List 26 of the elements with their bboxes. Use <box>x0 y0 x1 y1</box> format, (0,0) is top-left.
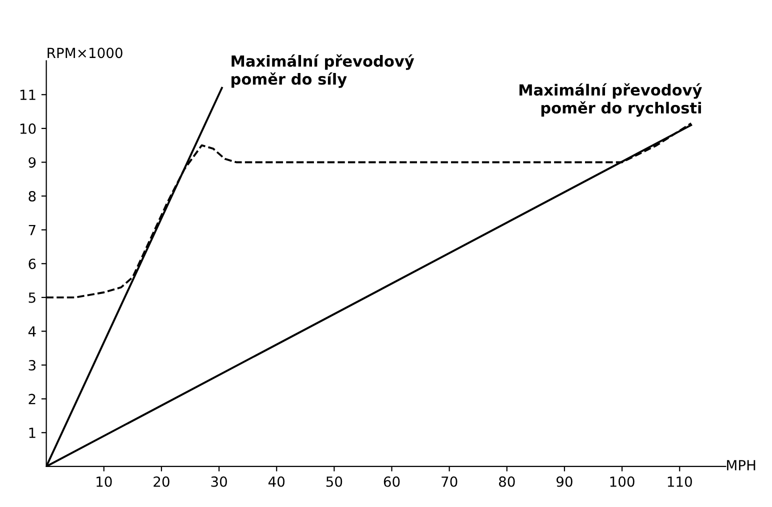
series-label: Maximální převodový poměr do rychlosti <box>520 83 702 117</box>
y-axis-title: RPM×1000 <box>48 48 122 58</box>
x-tick-label: 30 <box>211 476 227 487</box>
y-tick-label: 10 <box>20 123 36 134</box>
y-tick-label: 5 <box>28 292 36 303</box>
x-tick-label: 110 <box>668 476 692 487</box>
y-tick-label: 9 <box>28 157 36 168</box>
x-axis-title: MPH <box>727 460 756 470</box>
y-tick-label: 3 <box>28 360 36 371</box>
x-tick-label: 50 <box>326 476 342 487</box>
y-tick-label: 8 <box>28 191 36 202</box>
y-tick-label: 1 <box>29 428 36 438</box>
y-tick-label: 2 <box>28 394 36 404</box>
x-tick-label: 10 <box>96 476 112 487</box>
y-tick-label: 4 <box>28 326 36 337</box>
x-tick-label: 60 <box>384 476 400 487</box>
x-tick-label: 70 <box>442 476 458 487</box>
x-tick-label: 100 <box>610 476 634 487</box>
x-tick-label: 20 <box>154 476 170 487</box>
series-label: Maximální převodový poměr do síly <box>232 54 414 88</box>
x-tick-label: 90 <box>556 476 572 487</box>
y-tick-label: 6 <box>28 258 36 270</box>
y-tick-label: 11 <box>20 90 36 100</box>
y-tick-label: 7 <box>28 224 36 236</box>
x-tick-label: 80 <box>499 476 515 487</box>
x-tick-label: 40 <box>268 476 285 487</box>
